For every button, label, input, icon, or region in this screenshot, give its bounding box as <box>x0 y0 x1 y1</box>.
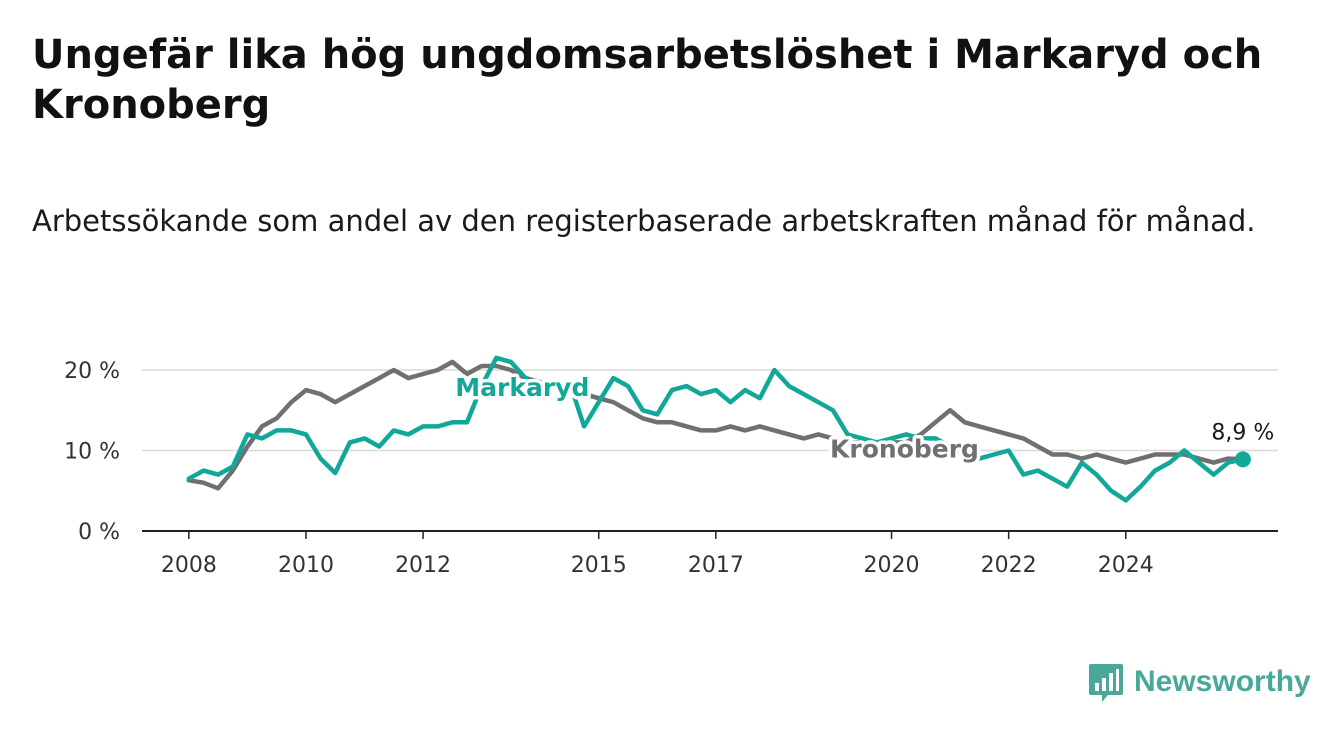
y-tick-label: 20 % <box>64 359 120 384</box>
chart-subtitle: Arbetssökande som andel av den registerb… <box>32 204 1256 238</box>
y-tick-label: 10 % <box>64 440 120 465</box>
x-tick-label: 2012 <box>395 553 451 578</box>
newsworthy-logo: Newsworthy <box>1088 660 1311 704</box>
x-tick-label: 2015 <box>571 553 627 578</box>
x-tick-label: 2010 <box>278 553 334 578</box>
y-tick-label: 0 % <box>78 520 120 545</box>
end-point-marker <box>1234 451 1251 468</box>
x-tick-label: 2008 <box>161 553 217 578</box>
x-tick-label: 2022 <box>981 553 1037 578</box>
brand-name: Newsworthy <box>1134 665 1311 698</box>
series-line-kronoberg <box>186 359 1246 491</box>
bar-chart-speech-bubble-icon <box>1089 664 1123 702</box>
gridlines <box>142 369 1278 452</box>
series-label-markaryd: Markaryd <box>455 373 589 402</box>
x-tick-label: 2020 <box>864 553 920 578</box>
chart-title: Ungefär lika hög ungdomsarbetslöshet i M… <box>32 32 1263 128</box>
series-line-markaryd <box>186 355 1246 503</box>
x-tick-label: 2017 <box>688 553 744 578</box>
end-value-label: 8,9 % <box>1211 420 1274 445</box>
series-labels: Markaryd Kronoberg 8,9 % <box>452 369 1274 468</box>
series-label-kronoberg: Kronoberg <box>830 435 979 464</box>
series-lines <box>186 355 1246 503</box>
axes: 0 % 10 % 20 % 2008 2010 2012 2015 2017 2020 2022 2… <box>64 359 1278 578</box>
line-chart: 0 % 10 % 20 % 2008 2010 2012 2015 2017 2020 2022 2… <box>64 355 1278 578</box>
x-tick-label: 2024 <box>1098 553 1154 578</box>
